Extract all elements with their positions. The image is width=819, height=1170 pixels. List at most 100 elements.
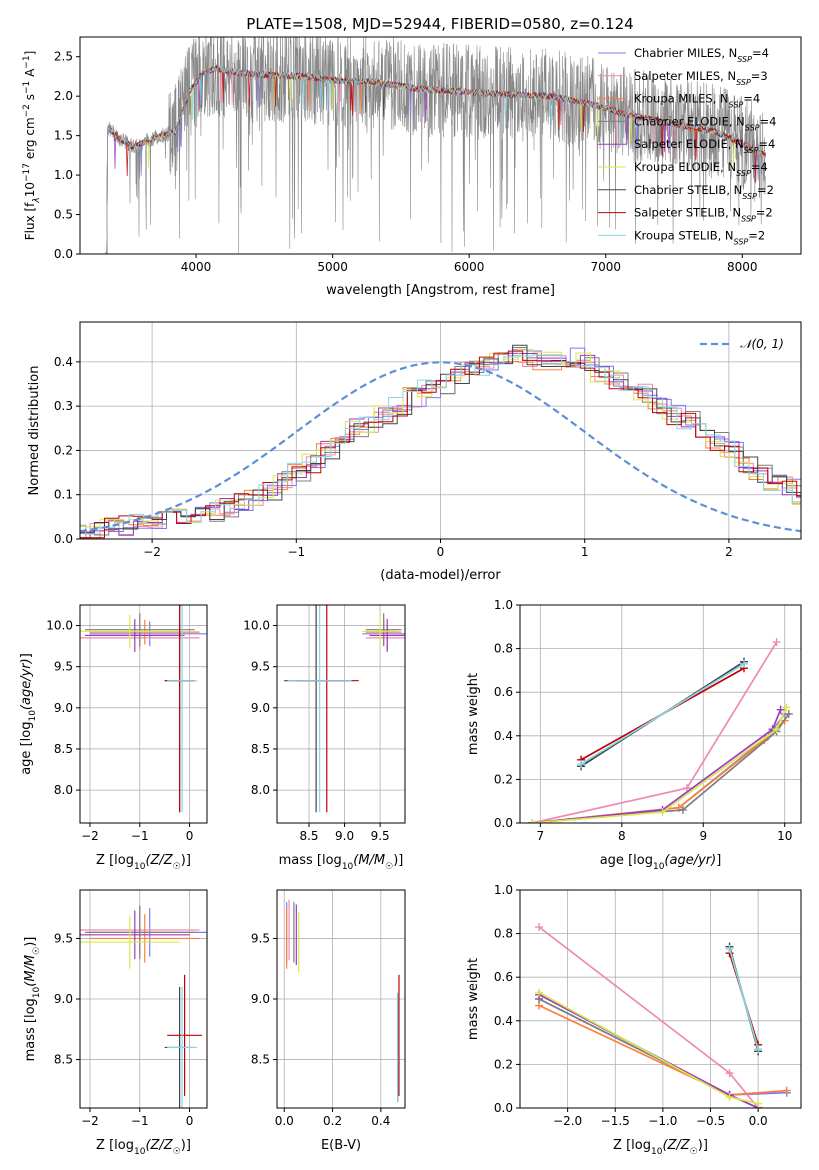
y-tick-label: 9.0 — [251, 701, 270, 715]
x-tick-label: −1 — [131, 829, 149, 843]
label-part: age [log — [19, 722, 34, 775]
errorbar-kroupa-stelib — [287, 605, 352, 813]
legend-text: =2 — [748, 228, 765, 242]
histogram-chabrier-miles — [80, 347, 801, 534]
x-tick-label: −1.5 — [601, 1114, 630, 1128]
label-part: )] — [181, 853, 191, 868]
y-tick-label: 0.4 — [494, 1014, 513, 1028]
errorbar-kroupa-miles — [89, 914, 200, 963]
legend-text: =3 — [751, 69, 768, 83]
x-tick-label: 0.0 — [275, 1114, 294, 1128]
legend-label: Chabrier STELIB, NSSP=2 — [634, 183, 774, 201]
data-point — [739, 659, 748, 668]
y-tick-label: 9.5 — [54, 660, 73, 674]
histogram-chabrier-stelib — [80, 344, 801, 533]
axes-frame — [79, 604, 208, 824]
legend-label: Salpeter STELIB, NSSP=2 — [634, 206, 773, 224]
label-part: (age/yr) — [664, 853, 716, 868]
legend-label: Salpeter MILES, NSSP=3 — [634, 69, 768, 87]
errorbar-chabrier-elodie — [84, 905, 195, 960]
x-axis-label: Z [log10(Z/Z☉)] — [613, 1138, 708, 1157]
legend-text: =2 — [757, 183, 774, 197]
data-point — [528, 819, 537, 823]
data-point — [658, 808, 667, 817]
errorbar-kroupa-stelib — [167, 986, 198, 1108]
y-tick-label: 0.2 — [494, 772, 513, 786]
label-sub: 10 — [134, 1147, 146, 1157]
y-tick-label: 0.6 — [494, 685, 513, 699]
series-kroupa-stelib — [577, 659, 748, 769]
errorbar-salpeter-stelib — [167, 974, 203, 1096]
series-line — [532, 709, 782, 823]
legend-sub: SSP — [741, 214, 756, 223]
label-part: Z [log — [613, 1138, 651, 1153]
legend-text: Kroupa MILES, N — [634, 92, 729, 106]
data-point — [535, 923, 544, 932]
data-point — [782, 1086, 791, 1095]
legend-sub: SSP — [737, 55, 752, 64]
legend-sub: SSP — [736, 77, 751, 86]
plot-area — [105, 37, 766, 254]
legend-sub: SSP — [729, 100, 744, 109]
x-tick-label: 0.2 — [323, 1114, 342, 1128]
label-sub: ☉ — [385, 862, 393, 872]
data-point — [725, 1093, 734, 1102]
y-label-sup: −1 — [22, 81, 32, 94]
x-tick-label: 5000 — [317, 260, 348, 274]
x-tick-label: 9 — [699, 829, 707, 843]
x-tick-label: 10 — [777, 829, 792, 843]
errorbar-kroupa-elodie — [362, 614, 398, 648]
series-line — [532, 713, 786, 823]
x-axis-label: (data-model)/error — [380, 568, 501, 583]
normal-curve — [80, 361, 801, 533]
y-tick-label: 9.5 — [251, 931, 270, 945]
series-line — [532, 707, 788, 823]
series-line — [538, 926, 759, 1108]
y-tick-label: 0.2 — [494, 1057, 513, 1071]
legend-label: Kroupa STELIB, NSSP=2 — [634, 228, 765, 246]
legend-text: Chabrier STELIB, N — [634, 183, 742, 197]
series-salpeter-miles — [535, 923, 763, 1108]
legend-sub: SSP — [744, 146, 759, 155]
errorbar-salpeter-elodie — [369, 618, 405, 652]
histogram-salpeter-elodie — [80, 352, 801, 539]
y-tick-label: 0.0 — [494, 1101, 513, 1115]
data-point — [784, 710, 793, 718]
label-part: mass [log — [279, 853, 342, 868]
x-tick-label: 9.5 — [371, 829, 390, 843]
y-tick-label: 10.0 — [46, 619, 73, 633]
y-tick-label: 9.5 — [251, 660, 270, 674]
axes-frame — [79, 36, 802, 255]
x-tick-label: 9.0 — [335, 829, 354, 843]
legend-text: =4 — [751, 160, 768, 174]
x-tick-label: −2 — [143, 545, 161, 559]
y-tick-label: 0.5 — [54, 208, 73, 222]
legend-text: Salpeter STELIB, N — [634, 206, 741, 220]
y-tick-label: 8.0 — [251, 783, 270, 797]
y-tick-label: 0.0 — [494, 816, 513, 830]
plot-area — [284, 605, 405, 813]
label-sub: 10 — [651, 1147, 663, 1157]
label-sub: ☉ — [173, 862, 181, 872]
y-tick-label: 9.0 — [54, 992, 73, 1006]
legend-text: Chabrier MILES, N — [634, 46, 737, 60]
label-part: Z [log — [96, 1138, 134, 1153]
series-kroupa-elodie — [528, 703, 791, 823]
panel-age_vs_Z: −2 −1 08.08.59.09.510.0Z [log10(Z/Z☉)]age … — [19, 604, 208, 872]
plot-area — [80, 905, 207, 1108]
label-sub: ☉ — [173, 1147, 181, 1157]
data-point — [782, 703, 791, 712]
y-axis-label: mass weight — [466, 673, 481, 755]
data-point — [725, 944, 734, 953]
histogram-kroupa-elodie — [80, 348, 801, 528]
plot-area — [80, 605, 207, 813]
series-line — [728, 948, 759, 1050]
label-sub: ☉ — [32, 947, 42, 955]
legend-label: Chabrier ELODIE, NSSP=4 — [634, 114, 776, 131]
x-tick-label: 8000 — [727, 260, 758, 274]
x-tick-label: −0.5 — [696, 1114, 725, 1128]
label-part: )] — [393, 853, 403, 868]
label-part: (M/M — [353, 853, 385, 868]
label-sub: 10 — [653, 862, 665, 872]
y-label-part: A — [23, 68, 37, 81]
